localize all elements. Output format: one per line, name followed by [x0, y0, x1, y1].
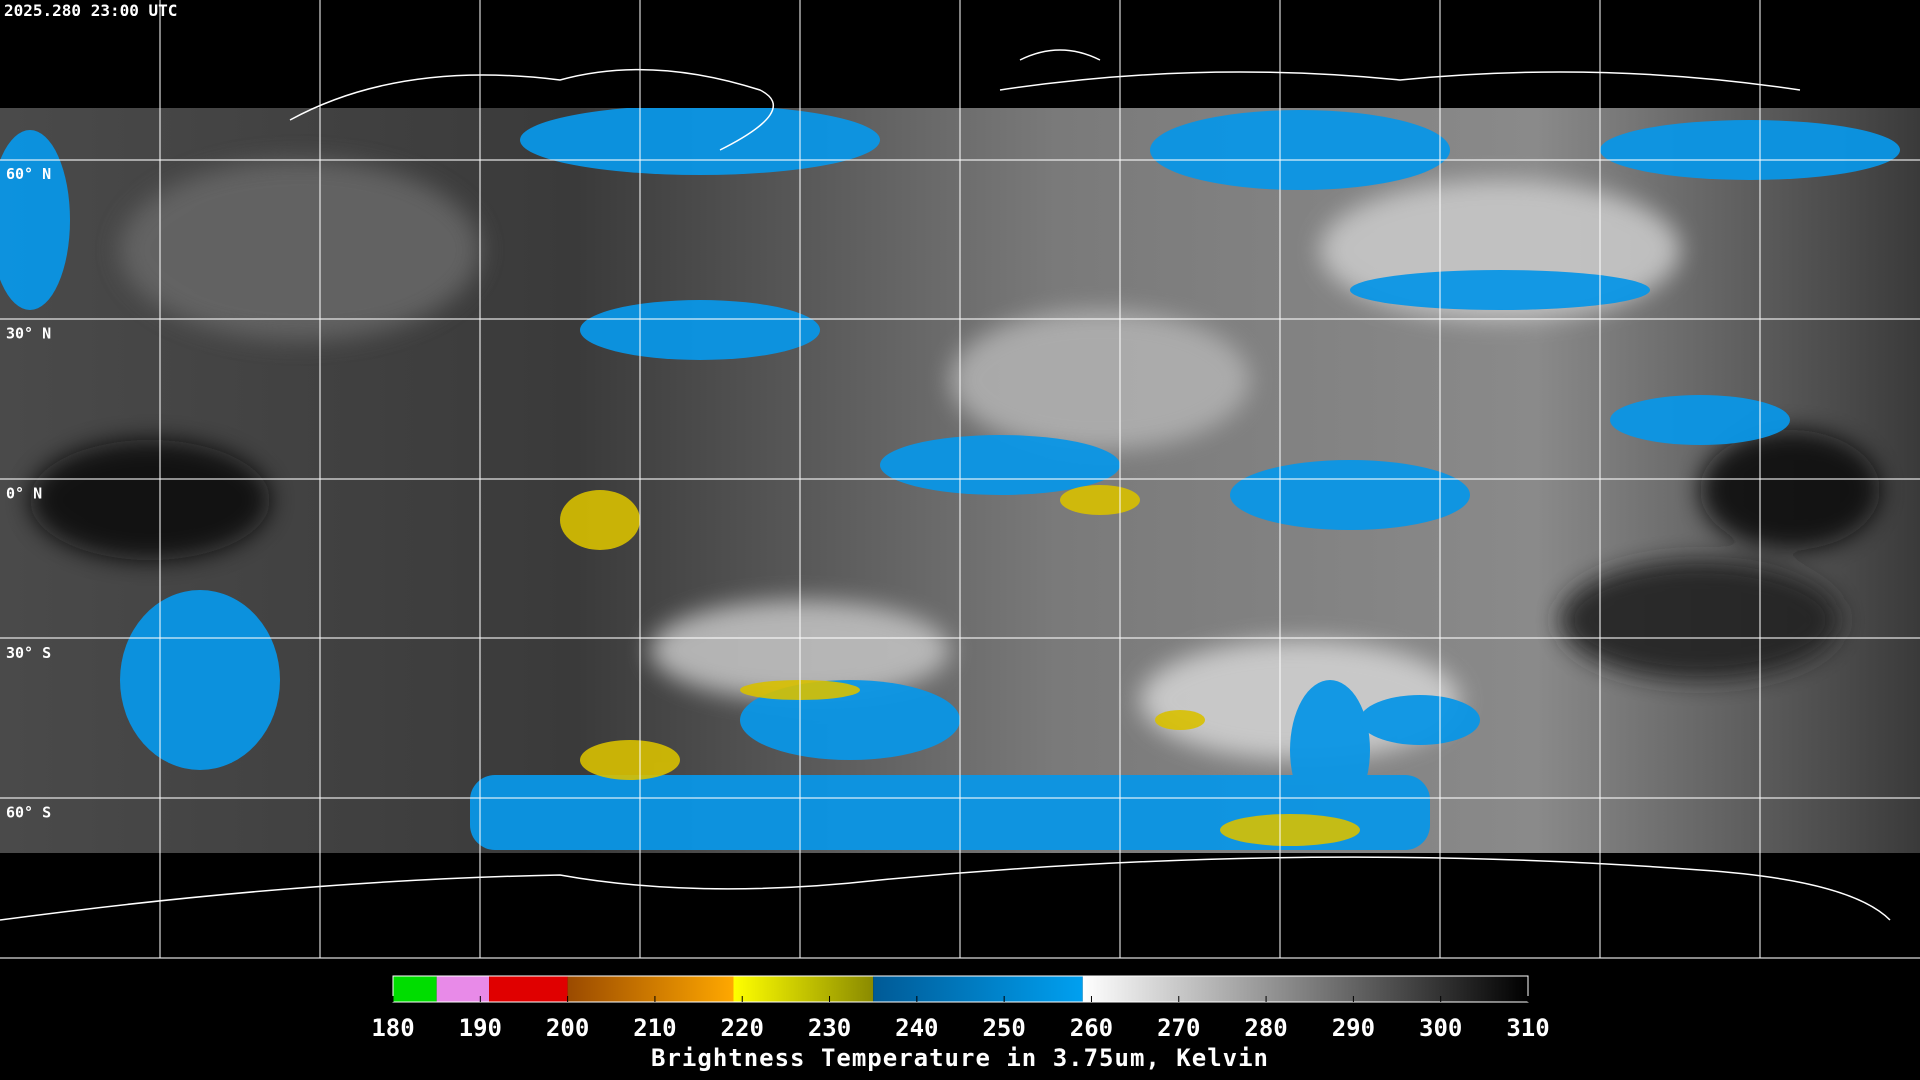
colorbar-segment: [873, 976, 1083, 1002]
colorbar-tick-label: 280: [1244, 1014, 1287, 1042]
colorbar-tick-label: 200: [546, 1014, 589, 1042]
colorbar-segment: [567, 976, 734, 1002]
colorbar-segment: [733, 976, 874, 1002]
latitude-label: 30° S: [6, 644, 51, 662]
colorbar-tick-label: 190: [459, 1014, 502, 1042]
colorbar-tick-label: 240: [895, 1014, 938, 1042]
timestamp: 2025.280 23:00 UTC: [4, 1, 177, 20]
latitude-label: 60° S: [6, 804, 51, 822]
latitude-label: 30° N: [6, 325, 51, 343]
colorbar-segment: [489, 976, 568, 1002]
colorbar-tick-label: 220: [721, 1014, 764, 1042]
colorbar-tick-label: 290: [1332, 1014, 1375, 1042]
colorbar-segment: [393, 976, 437, 1002]
latitude-label: 0° N: [6, 484, 42, 502]
colorbar-segment: [436, 976, 490, 1002]
colorbar-tick-label: 260: [1070, 1014, 1113, 1042]
colorbar-tick-label: 300: [1419, 1014, 1462, 1042]
colorbar-tick-label: 210: [633, 1014, 676, 1042]
colorbar-segment: [1082, 976, 1528, 1002]
colorbar-tick-label: 310: [1506, 1014, 1549, 1042]
colorbar: 180 190 200 210 220 230 240 250 260 270 280 290 300 3…: [371, 975, 1550, 1042]
colorbar-frame: [392, 975, 1529, 1003]
colorbar-tick-label: 250: [982, 1014, 1025, 1042]
graticule: [0, 0, 1920, 959]
latitude-label: 60° N: [6, 165, 51, 183]
colorbar-tick-label: 270: [1157, 1014, 1200, 1042]
colorbar-title: Brightness Temperature in 3.75um, Kelvin: [651, 1044, 1269, 1072]
colorbar-tick-label: 180: [371, 1014, 414, 1042]
colorbar-tick-label: 230: [808, 1014, 851, 1042]
